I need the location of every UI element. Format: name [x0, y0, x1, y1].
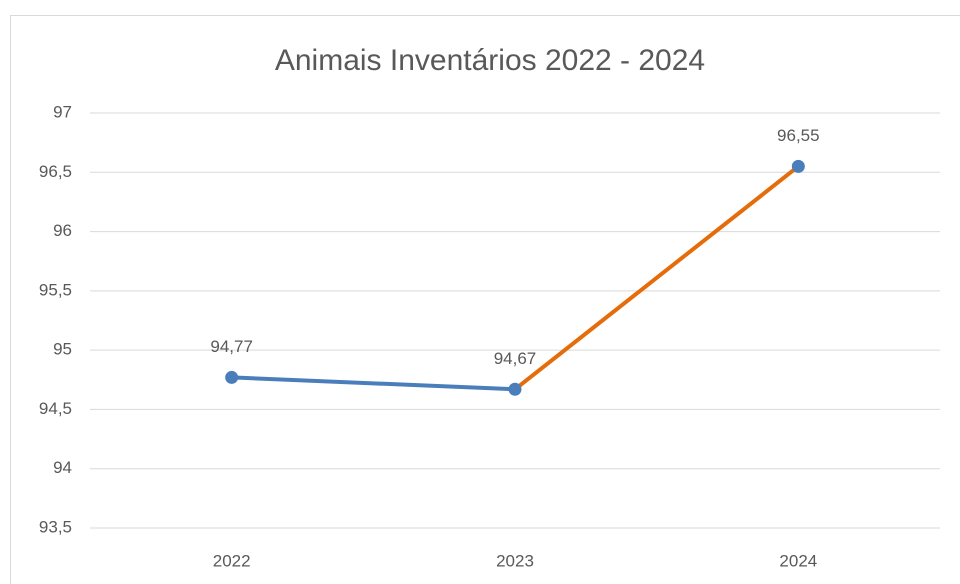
point — [508, 382, 522, 396]
x-tick-label: 2024 — [779, 551, 817, 570]
y-tick-label: 96 — [53, 221, 72, 240]
line-segment — [513, 164, 801, 392]
chart-border — [10, 15, 960, 584]
data-label: 94,77 — [210, 337, 253, 356]
data-label: 96,55 — [777, 126, 820, 145]
y-tick-label: 94,5 — [39, 399, 72, 418]
data-label: 94,67 — [494, 349, 537, 368]
y-tick-label: 93,5 — [39, 517, 72, 536]
y-tick-label: 97 — [53, 102, 72, 121]
y-tick-label: 95,5 — [39, 280, 72, 299]
point — [225, 370, 239, 384]
y-tick-label: 96,5 — [39, 162, 72, 181]
x-tick-label: 2022 — [213, 551, 251, 570]
line-segment — [229, 375, 517, 392]
chart-title: Animais Inventários 2022 - 2024 — [275, 44, 705, 77]
y-tick-label: 95 — [53, 340, 72, 359]
point — [791, 159, 805, 173]
y-tick-label: 94 — [53, 458, 72, 477]
x-tick-label: 2023 — [496, 551, 534, 570]
